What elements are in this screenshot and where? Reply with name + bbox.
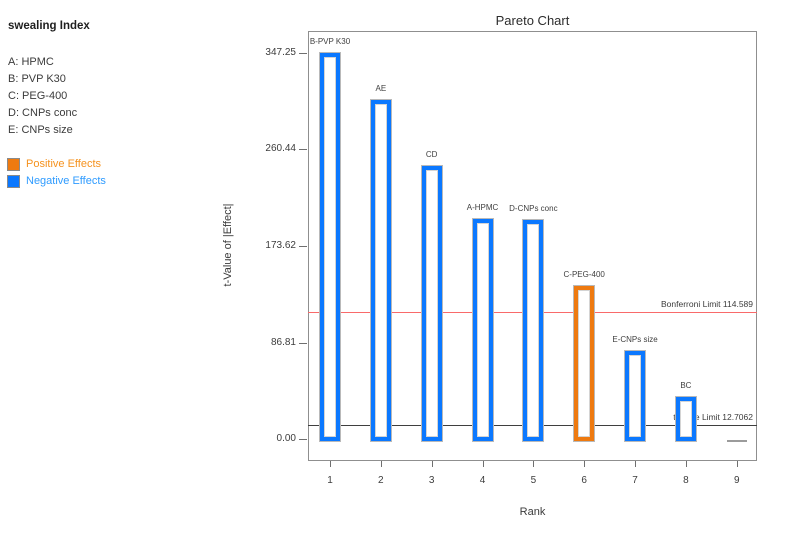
x-tick-mark — [330, 461, 331, 467]
x-tick-mark — [380, 461, 382, 467]
x-tick-mark — [635, 461, 637, 467]
factor-item-d: D: CNPs conc — [8, 107, 78, 119]
bar-rank-6 — [574, 286, 595, 441]
x-tick-mark — [584, 461, 586, 467]
bar-label-rank-1: B-PVP K30 — [309, 37, 351, 46]
y-tick-mark — [299, 343, 307, 344]
x-tick-label: 6 — [581, 475, 587, 486]
x-tick-mark — [736, 461, 738, 467]
x-tick-label: 9 — [733, 475, 740, 486]
factor-item-c: C: PEG-400 — [8, 90, 68, 102]
bar-label-rank-2: AE — [375, 84, 387, 93]
bar-rank-4 — [472, 219, 493, 441]
x-tick-mark — [482, 461, 484, 467]
bonferroni-limit-label: Bonferroni Limit 114.589 — [661, 299, 753, 309]
factor-item-a: A: HPMC — [8, 56, 54, 68]
bar-label-rank-5: D-CNPs conc — [509, 204, 558, 213]
negative-effects-label: Negative Effects — [26, 175, 106, 187]
bar-rank-5 — [523, 220, 544, 441]
y-tick-label: 347.25 — [265, 47, 296, 58]
bar-rank-9-dash — [726, 440, 747, 442]
bar-rank-1 — [320, 53, 340, 441]
x-tick-label: 4 — [479, 475, 486, 486]
x-tick-mark — [685, 461, 687, 467]
y-tick-mark — [299, 439, 307, 440]
response-title: swealing Index — [8, 20, 90, 32]
positive-effects-label: Positive Effects — [26, 158, 101, 170]
y-tick-mark — [299, 149, 307, 150]
x-tick-label: 3 — [428, 475, 435, 486]
x-tick-mark — [533, 461, 535, 467]
bar-rank-8 — [675, 397, 696, 441]
y-tick-mark — [299, 246, 307, 247]
chart-title: Pareto Chart — [495, 13, 570, 28]
bar-label-rank-6: C-PEG-400 — [563, 270, 605, 279]
t-value-limit-label: t-Value Limit 12.7062 — [673, 412, 753, 422]
x-tick-label: 8 — [683, 475, 689, 486]
bar-label-rank-7: E-CNPs size — [612, 335, 658, 344]
factor-item-e: E: CNPs size — [8, 124, 73, 136]
bar-label-rank-4: A-HPMC — [466, 203, 499, 212]
negative-effects-swatch-icon — [7, 175, 20, 188]
x-tick-label: 7 — [632, 475, 638, 486]
plot-frame — [308, 31, 757, 461]
y-tick-label: 173.62 — [265, 240, 296, 251]
bar-rank-7 — [625, 351, 646, 441]
x-tick-label: 2 — [378, 475, 384, 486]
positive-effects-swatch-icon — [7, 158, 20, 171]
factor-item-b: B: PVP K30 — [8, 73, 66, 85]
bar-label-rank-8: BC — [680, 381, 692, 390]
y-tick-label: 86.81 — [270, 337, 296, 348]
bar-rank-3 — [421, 166, 442, 441]
y-tick-label: 260.44 — [265, 143, 296, 154]
bar-rank-2 — [370, 100, 391, 441]
y-tick-label: 0.00 — [276, 433, 296, 444]
y-tick-mark — [299, 53, 307, 54]
x-tick-label: 1 — [327, 475, 333, 486]
x-tick-label: 5 — [530, 475, 537, 486]
bar-label-rank-3: CD — [425, 150, 438, 159]
x-tick-mark — [431, 461, 433, 467]
x-axis-label: Rank — [519, 506, 546, 518]
